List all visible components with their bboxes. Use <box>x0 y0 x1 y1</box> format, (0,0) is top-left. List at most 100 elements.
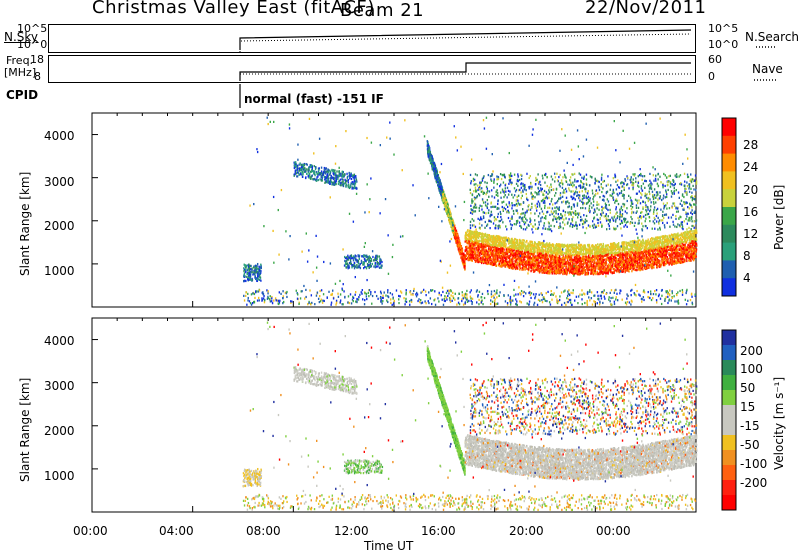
velocity-colorbar-swatch <box>722 450 736 466</box>
velocity-data-cell <box>428 364 431 367</box>
velocity-data-cell <box>660 502 662 505</box>
power-data-cell <box>594 294 596 297</box>
velocity-data-cell <box>455 497 457 500</box>
velocity-data-cell <box>332 374 335 377</box>
velocity-data-cell <box>366 469 368 473</box>
velocity-data-cell <box>380 503 383 506</box>
power-data-cell <box>478 298 480 302</box>
power-data-cell <box>454 292 456 295</box>
power-data-cell <box>494 298 496 301</box>
velocity-data-cell <box>342 383 344 386</box>
velocity-data-cell <box>550 494 553 498</box>
power-data-cell <box>354 265 357 268</box>
velocity-data-cell <box>449 417 451 420</box>
velocity-data-cell <box>438 393 440 397</box>
velocity-data-cell <box>516 505 518 508</box>
power-data-cell <box>256 299 259 302</box>
velocity-data-cell <box>303 370 305 373</box>
power-data-cell <box>335 182 337 186</box>
velocity-data-cell <box>259 478 261 481</box>
power-colorbar-swatch <box>722 118 736 137</box>
velocity-data-cell <box>533 498 535 501</box>
velocity-data-cell <box>408 505 411 508</box>
velocity-data-cell <box>685 508 688 511</box>
power-data-cell <box>670 299 672 302</box>
velocity-data-cell <box>433 367 435 370</box>
velocity-data-cell <box>250 484 253 487</box>
power-data-cell <box>437 181 439 184</box>
velocity-data-cell <box>427 496 430 499</box>
velocity-data-cell <box>348 467 350 470</box>
power-data-cell <box>459 244 461 248</box>
power-data-cell <box>526 302 528 305</box>
velocity-data-cell <box>347 469 350 472</box>
velocity-data-cell <box>392 502 394 505</box>
velocity-data-cell <box>256 482 258 485</box>
velocity-data-cell <box>306 377 308 380</box>
velocity-data-cell <box>300 502 302 505</box>
power-data-cell <box>608 296 610 299</box>
power-data-cell <box>556 298 558 301</box>
velocity-data-cell <box>308 506 311 510</box>
power-data-cell <box>247 296 249 300</box>
power-data-cell <box>528 303 530 306</box>
power-data-cell <box>351 187 353 190</box>
power-data-cell <box>255 277 258 280</box>
velocity-data-cell <box>349 467 352 470</box>
velocity-data-cell <box>630 494 633 497</box>
power-data-cell <box>248 274 250 278</box>
velocity-data-cell <box>376 465 378 468</box>
velocity-data-cell <box>262 499 265 503</box>
power-data-cell <box>456 240 458 243</box>
velocity-data-cell <box>607 503 609 506</box>
velocity-data-cell <box>379 501 381 505</box>
power-data-cell <box>347 178 349 182</box>
power-data-cell <box>643 298 645 302</box>
velocity-data-cell <box>437 386 439 389</box>
velocity-data-cell <box>295 374 298 377</box>
velocity-data-cell <box>308 381 310 384</box>
velocity-data-cell <box>445 415 448 418</box>
velocity-data-cell <box>321 382 323 385</box>
power-data-cell <box>251 277 253 280</box>
power-data-cell <box>581 302 583 306</box>
velocity-data-cell <box>327 384 329 387</box>
velocity-data-cell <box>259 481 262 484</box>
velocity-data-cell <box>556 506 559 509</box>
power-data-cell <box>259 275 261 278</box>
power-data-cell <box>319 300 322 303</box>
power-data-cell <box>478 303 480 306</box>
velocity-data-cell <box>267 502 269 505</box>
power-data-cell <box>253 269 255 272</box>
velocity-data-cell <box>575 500 577 503</box>
power-data-cell <box>326 170 328 173</box>
power-data-cell <box>335 301 338 304</box>
velocity-data-cell <box>376 462 379 465</box>
power-data-cell <box>655 299 658 302</box>
power-data-cell <box>333 177 335 181</box>
power-data-cell <box>528 300 531 303</box>
velocity-colorbar-swatch <box>722 375 736 391</box>
velocity-data-cell <box>383 496 386 499</box>
velocity-data-cell <box>447 415 450 418</box>
velocity-data-cell <box>272 507 274 510</box>
velocity-data-cell <box>679 494 681 498</box>
power-data-cell <box>555 295 557 298</box>
velocity-data-cell <box>674 505 677 508</box>
power-data-cell <box>330 176 332 180</box>
power-data-cell <box>466 289 468 292</box>
velocity-data-cell <box>325 382 327 385</box>
velocity-data-cell <box>293 379 295 382</box>
velocity-data-cell <box>317 375 320 378</box>
power-data-cell <box>443 197 446 200</box>
nave-label: Nave <box>752 62 783 76</box>
velocity-data-cell <box>344 464 346 467</box>
power-data-cell <box>620 289 622 292</box>
velocity-data-cell <box>331 494 334 497</box>
power-data-cell <box>321 172 323 175</box>
velocity-data-cell <box>669 494 672 497</box>
velocity-data-cell <box>314 377 316 380</box>
velocity-data-cell <box>463 466 465 469</box>
velocity-data-cell <box>570 496 573 499</box>
power-data-cell <box>328 290 330 293</box>
